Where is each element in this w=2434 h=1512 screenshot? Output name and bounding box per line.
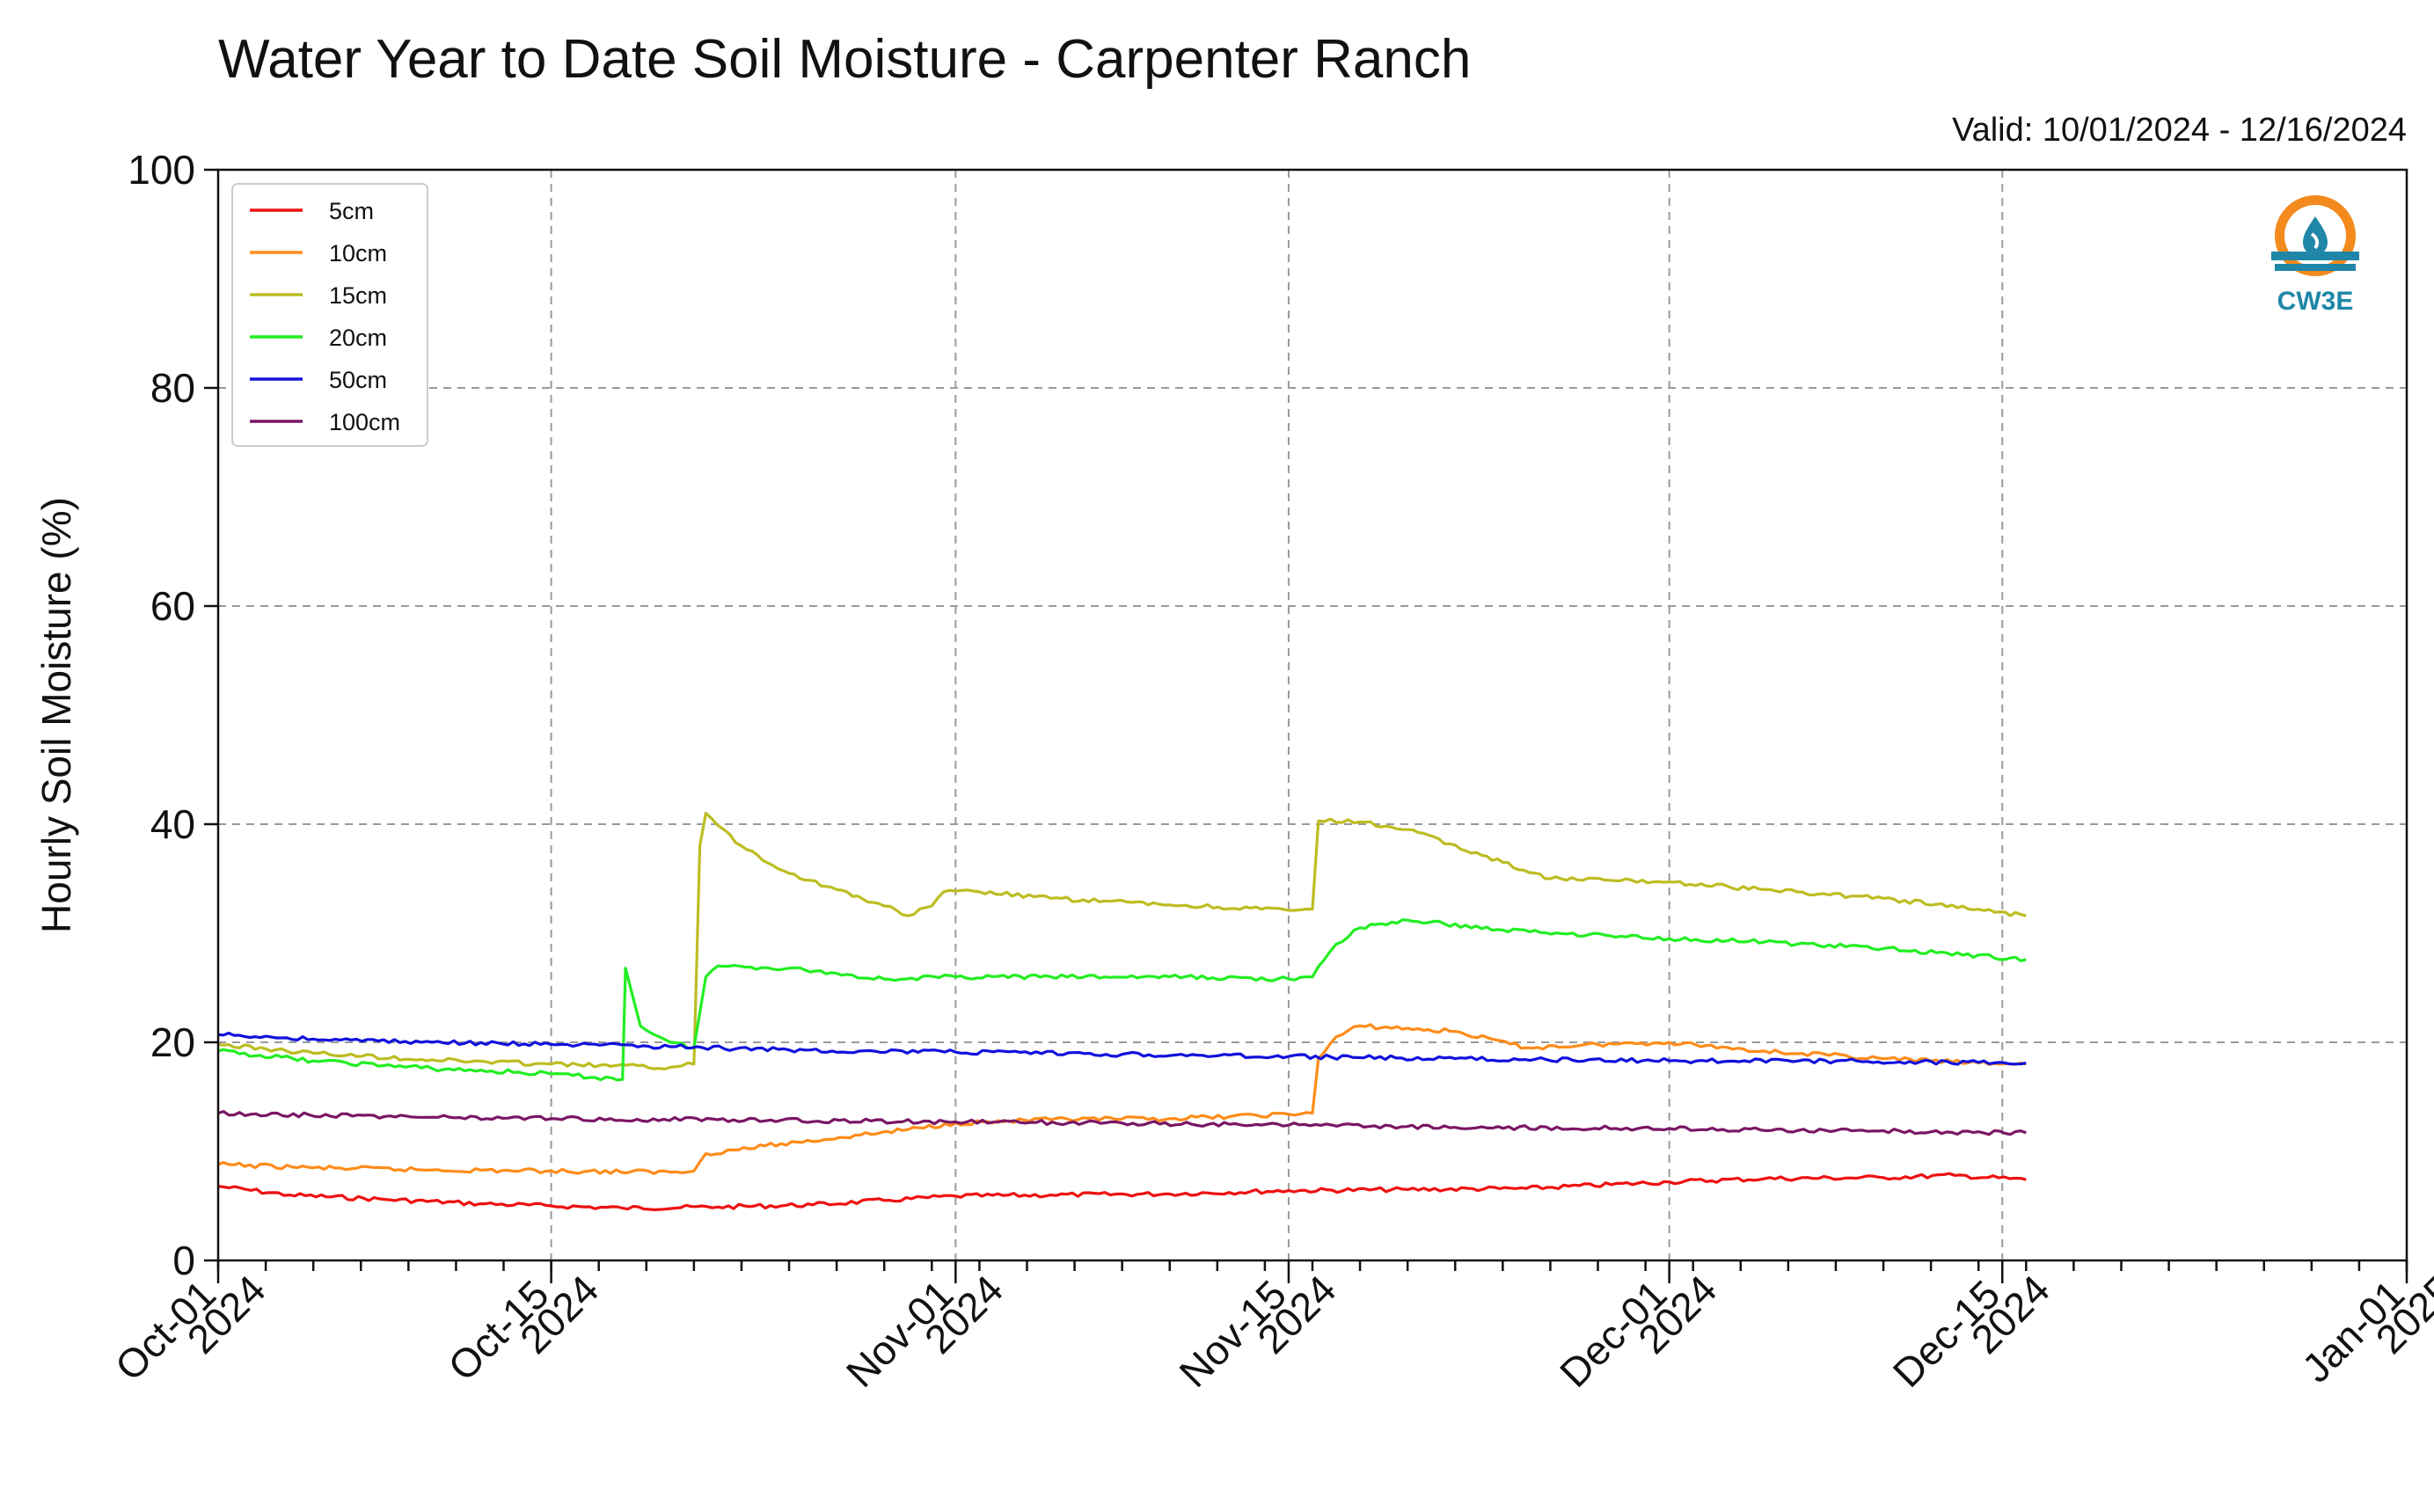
cw3e-logo: CW3E (2271, 195, 2359, 316)
legend-label-20cm: 20cm (329, 325, 387, 351)
chart-title: Water Year to Date Soil Moisture - Carpe… (218, 29, 1471, 90)
series-lines (217, 812, 2027, 1211)
logo-wave-1 (2271, 252, 2359, 260)
series-line-10cm (217, 1023, 2027, 1175)
series-line-15cm (217, 812, 2027, 1070)
legend-label-100cm: 100cm (329, 409, 400, 435)
series-line-5cm (217, 1172, 2027, 1211)
grid-lines (218, 170, 2407, 1260)
drop-highlight (2310, 232, 2320, 250)
y-tick-label: 100 (128, 147, 195, 193)
y-tick-label: 40 (150, 801, 195, 847)
legend-label-50cm: 50cm (329, 367, 387, 393)
y-tick-label: 80 (150, 365, 195, 411)
y-axis-label: Hourly Soil Moisture (%) (33, 497, 79, 933)
y-tick-label: 0 (172, 1238, 195, 1283)
chart-subtitle: Valid: 10/01/2024 - 12/16/2024 (1952, 112, 2407, 149)
y-ticks: 0 20 40 60 80 100 (128, 147, 218, 1283)
y-tick-label: 60 (150, 583, 195, 629)
axes (216, 168, 2408, 1262)
logo-wave-2 (2275, 264, 2356, 271)
series-line-20cm (217, 918, 2027, 1082)
legend-label-5cm: 5cm (329, 198, 374, 224)
series-line-50cm (217, 1031, 2027, 1066)
legend-label-15cm: 15cm (329, 282, 387, 309)
logo-text: CW3E (2277, 287, 2354, 316)
legend: 5cm 10cm 15cm 20cm 50cm 100cm (231, 183, 428, 447)
legend-label-10cm: 10cm (329, 240, 387, 267)
series-line-100cm (217, 1110, 2027, 1136)
plot-frame (216, 168, 2408, 1262)
y-tick-label: 20 (150, 1019, 195, 1065)
